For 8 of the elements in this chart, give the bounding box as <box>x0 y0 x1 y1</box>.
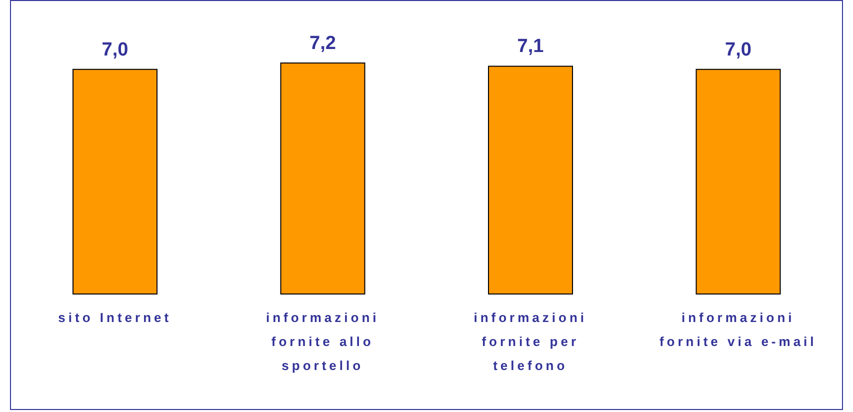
x-tick-label: informazioni fornite via e-mail <box>659 310 817 349</box>
x-tick-label: sito Internet <box>58 310 172 325</box>
x-tick-label: informazioni fornite allo sportello <box>266 310 380 373</box>
data-label: 7,0 <box>725 39 752 60</box>
x-tick-label: informazioni fornite per telefono <box>474 310 588 373</box>
data-label: 7,2 <box>310 33 336 54</box>
data-label: 7,0 <box>102 39 128 60</box>
data-label: 7,1 <box>517 36 544 58</box>
